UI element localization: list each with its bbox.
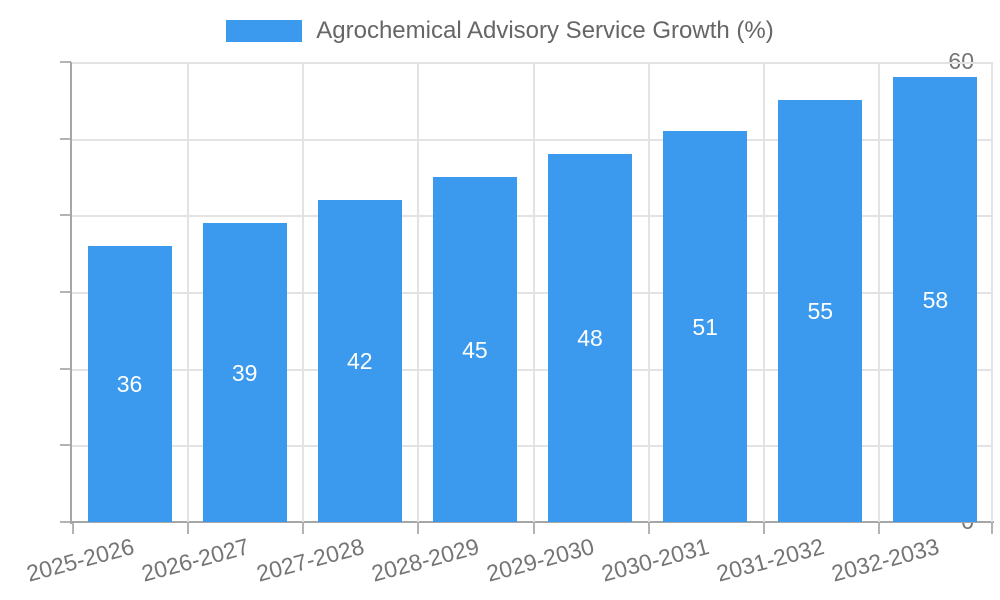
bar[interactable]: 58 [893, 77, 978, 522]
legend-item[interactable]: Agrochemical Advisory Service Growth (%) [0, 14, 1000, 48]
bar-value-label: 58 [922, 286, 949, 313]
gridline-vertical [991, 62, 993, 522]
x-tick-label-text: 2032-2033 [829, 533, 943, 587]
y-tick-mark [60, 214, 71, 217]
x-tick-mark [647, 523, 650, 534]
x-tick-mark [72, 523, 74, 534]
bar[interactable]: 42 [317, 200, 402, 522]
y-tick-mark [60, 291, 71, 293]
x-tick-label-text: 2025-2026 [23, 533, 137, 587]
bar-value-label: 39 [231, 359, 258, 386]
x-tick-mark [762, 523, 765, 534]
x-tick-label-text: 2027-2028 [253, 533, 367, 587]
gridline-vertical [762, 62, 765, 522]
bar-value-label: 45 [462, 336, 488, 363]
gridline-vertical [187, 62, 190, 522]
x-tick-mark [302, 523, 305, 534]
x-tick-mark [532, 523, 535, 534]
x-tick-mark [991, 523, 993, 534]
bar[interactable]: 55 [778, 100, 863, 522]
x-tick-label-text: 2030-2031 [598, 533, 712, 587]
y-tick-mark [60, 137, 71, 140]
y-tick-mark [60, 61, 71, 63]
plot-area: 36 39 42 45 48 51 55 58 [72, 62, 993, 522]
y-tick-label: 60 [948, 47, 974, 74]
x-tick-label-text: 2028-2029 [368, 533, 482, 587]
chart-title: Agrochemical Advisory Service Growth (%) [316, 17, 774, 44]
bar[interactable]: 36 [87, 246, 172, 522]
x-tick-label-text: 2031-2032 [714, 533, 828, 587]
bar[interactable]: 48 [548, 154, 633, 522]
bar-value-label: 51 [692, 313, 718, 340]
y-tick-mark [60, 444, 71, 447]
bar[interactable]: 39 [202, 223, 287, 522]
bar-value-label: 55 [807, 298, 834, 325]
x-tick-mark [877, 523, 880, 534]
gridline-vertical [302, 62, 305, 522]
x-axis-line [70, 521, 994, 523]
x-tick-label-text: 2026-2027 [138, 533, 252, 587]
gridline-vertical [417, 62, 420, 522]
x-tick-mark [417, 523, 420, 534]
x-tick-label-text: 2029-2030 [483, 533, 597, 587]
gridline-vertical [532, 62, 535, 522]
bar-value-label: 48 [577, 325, 603, 351]
bar-value-label: 36 [116, 371, 143, 397]
y-tick-mark [60, 521, 71, 523]
x-tick-mark [187, 523, 190, 534]
gridline-vertical [877, 62, 880, 522]
y-tick-mark [60, 367, 71, 370]
y-axis-line [70, 62, 72, 524]
legend-swatch [226, 20, 303, 42]
bar[interactable]: 51 [663, 131, 748, 522]
bar-value-label: 42 [347, 348, 373, 374]
gridline-vertical [647, 62, 650, 522]
bar[interactable]: 45 [432, 177, 517, 522]
